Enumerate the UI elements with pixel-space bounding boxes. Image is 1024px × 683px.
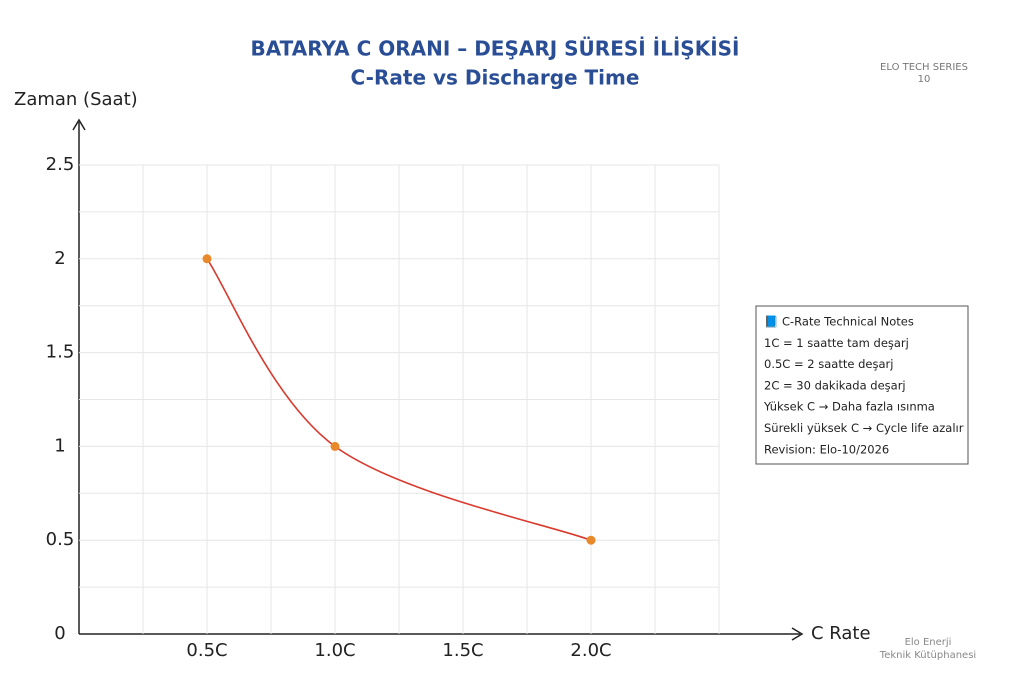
point <box>202 254 212 264</box>
chart-title: BATARYA C ORANI – DEŞARJ SÜRESİ İLİŞKİSİ <box>251 37 740 61</box>
series-label: ELO TECH SERIES <box>880 62 968 73</box>
x-tick-label: 1.5C <box>442 640 483 661</box>
point <box>330 441 340 451</box>
x-tick-label: 0.5C <box>186 640 227 661</box>
footer: Teknik Kütüphanesi <box>879 650 976 661</box>
note-line: Revision: Elo-10/2026 <box>764 442 889 456</box>
x-axis-arrow <box>791 627 804 641</box>
chart-subtitle: C-Rate vs Discharge Time <box>351 66 640 90</box>
note-line: 0.5C = 2 saatte deşarj <box>764 357 893 371</box>
y-tick-label: 2 <box>54 248 65 269</box>
y-tick-label: 1.5 <box>46 342 75 363</box>
x-tick-label: 2.0C <box>570 640 611 661</box>
series-label: 10 <box>918 74 931 85</box>
y-axis-arrow <box>72 118 86 131</box>
note-line: Sürekli yüksek C → Cycle life azalır <box>764 421 964 435</box>
y-tick-label: 2.5 <box>46 154 75 175</box>
note-line: 1C = 1 saatte tam deşarj <box>764 336 909 350</box>
x-tick-label: 1.0C <box>314 640 355 661</box>
notes-box <box>755 305 969 465</box>
footer: Elo Enerji <box>905 637 952 648</box>
point <box>586 535 596 545</box>
plot: 0 0.5 1 1.5 2 2.5 0.5C 1.0C 1.5C 2.0C <box>46 154 720 661</box>
y-tick-label: 0.5 <box>46 529 75 550</box>
note-line: 2C = 30 dakikada deşarj <box>764 378 906 392</box>
note-line: Yüksek C → Daha fazla ısınma <box>763 400 935 414</box>
y-axis-label: Zaman (Saat) <box>14 89 138 110</box>
y-tick-label: 1 <box>54 435 65 456</box>
x-axis-label: C Rate <box>811 623 871 644</box>
note-line: 📘 C-Rate Technical Notes <box>764 315 914 329</box>
y-tick-label: 0 <box>54 623 65 644</box>
